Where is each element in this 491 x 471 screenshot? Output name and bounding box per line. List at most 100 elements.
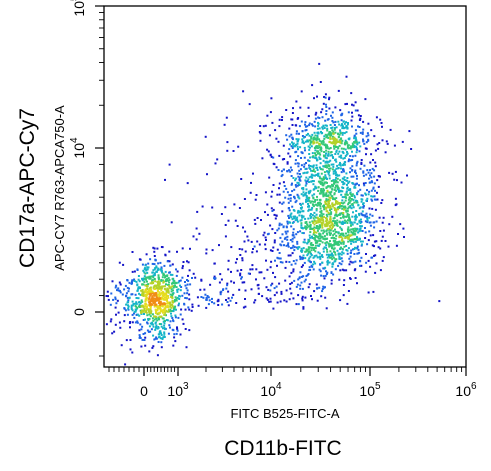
event-dot: [278, 224, 281, 227]
event-dot: [313, 223, 316, 226]
event-dot: [322, 192, 325, 195]
event-dot: [288, 217, 290, 219]
event-dot: [360, 240, 362, 243]
event-dot: [333, 206, 336, 209]
event-dot: [326, 203, 329, 206]
event-dot: [141, 300, 144, 303]
event-dot: [345, 153, 348, 156]
event-dot: [319, 220, 322, 223]
event-dot: [354, 240, 357, 243]
event-dot: [354, 246, 356, 249]
event-dot: [319, 192, 322, 195]
event-dot: [326, 259, 329, 262]
event-dot: [328, 160, 331, 163]
event-dot: [343, 208, 345, 211]
event-dot: [294, 162, 297, 165]
event-dot: [353, 196, 356, 199]
event-dot: [351, 169, 354, 171]
event-dot: [351, 215, 354, 218]
event-dot: [150, 281, 153, 284]
event-dot: [326, 256, 329, 259]
event-dot: [327, 200, 330, 203]
event-dot: [312, 174, 315, 177]
event-dot: [281, 261, 284, 264]
event-dot: [150, 328, 153, 331]
event-dot: [346, 228, 349, 231]
event-dot: [233, 281, 235, 284]
event-dot: [321, 183, 324, 186]
event-dot: [318, 142, 321, 145]
event-dot: [160, 266, 163, 269]
event-dot: [235, 302, 238, 304]
event-dot: [306, 171, 309, 174]
event-dot: [127, 290, 130, 293]
event-dot: [312, 268, 315, 271]
event-dot: [308, 196, 311, 199]
event-dot: [353, 185, 356, 188]
event-dot: [251, 264, 254, 267]
event-dot: [131, 313, 134, 316]
y-axis-title: CD17a-APC-Cy7: [16, 108, 39, 268]
event-dot: [153, 263, 156, 266]
event-dot: [305, 182, 308, 185]
event-dot: [184, 308, 187, 311]
event-dot: [305, 275, 308, 277]
event-dot: [334, 186, 337, 189]
event-dot: [350, 207, 353, 210]
event-dot: [307, 248, 310, 251]
event-dot: [129, 348, 132, 351]
event-dot: [138, 314, 141, 317]
event-dot: [155, 324, 158, 327]
event-dot: [272, 271, 274, 274]
event-dot: [371, 195, 374, 198]
event-dot: [158, 315, 161, 318]
event-dot: [323, 223, 326, 226]
event-dot: [318, 203, 321, 206]
event-dot: [336, 219, 339, 222]
event-dot: [272, 156, 275, 159]
event-dot: [144, 268, 147, 271]
event-dot: [373, 175, 376, 178]
event-dot: [302, 142, 305, 145]
event-dot: [145, 310, 148, 312]
event-dot: [175, 274, 178, 277]
event-dot: [350, 198, 353, 200]
event-dot: [318, 166, 321, 169]
event-dot: [132, 302, 135, 305]
event-dot: [289, 155, 292, 158]
event-dot: [343, 269, 346, 272]
event-dot: [337, 264, 340, 267]
event-dot: [157, 287, 160, 290]
event-dot: [321, 236, 324, 239]
event-dot: [305, 226, 307, 229]
event-dot: [314, 241, 317, 244]
event-dot: [130, 306, 133, 309]
event-dot: [150, 310, 153, 313]
event-dot: [334, 198, 336, 201]
event-dot: [161, 302, 164, 305]
event-dot: [304, 184, 307, 187]
event-dot: [290, 175, 293, 177]
event-dot: [337, 133, 340, 136]
event-dot: [314, 170, 316, 173]
event-dot: [138, 334, 141, 337]
event-dot: [387, 245, 390, 248]
event-dot: [220, 278, 223, 281]
event-dot: [151, 290, 154, 293]
event-dot: [313, 231, 316, 233]
event-dot: [164, 275, 167, 278]
event-dot: [315, 216, 317, 219]
event-dot: [322, 190, 324, 192]
event-dot: [136, 283, 139, 286]
event-dot: [438, 300, 441, 303]
event-dot: [333, 232, 336, 235]
event-dot: [252, 248, 254, 250]
event-dot: [303, 135, 306, 138]
event-dot: [322, 237, 325, 240]
event-dot: [147, 330, 150, 333]
event-dot: [332, 234, 335, 237]
event-dot: [273, 239, 276, 242]
event-dot: [325, 217, 327, 220]
event-dot: [117, 311, 120, 314]
event-dot: [309, 217, 312, 220]
